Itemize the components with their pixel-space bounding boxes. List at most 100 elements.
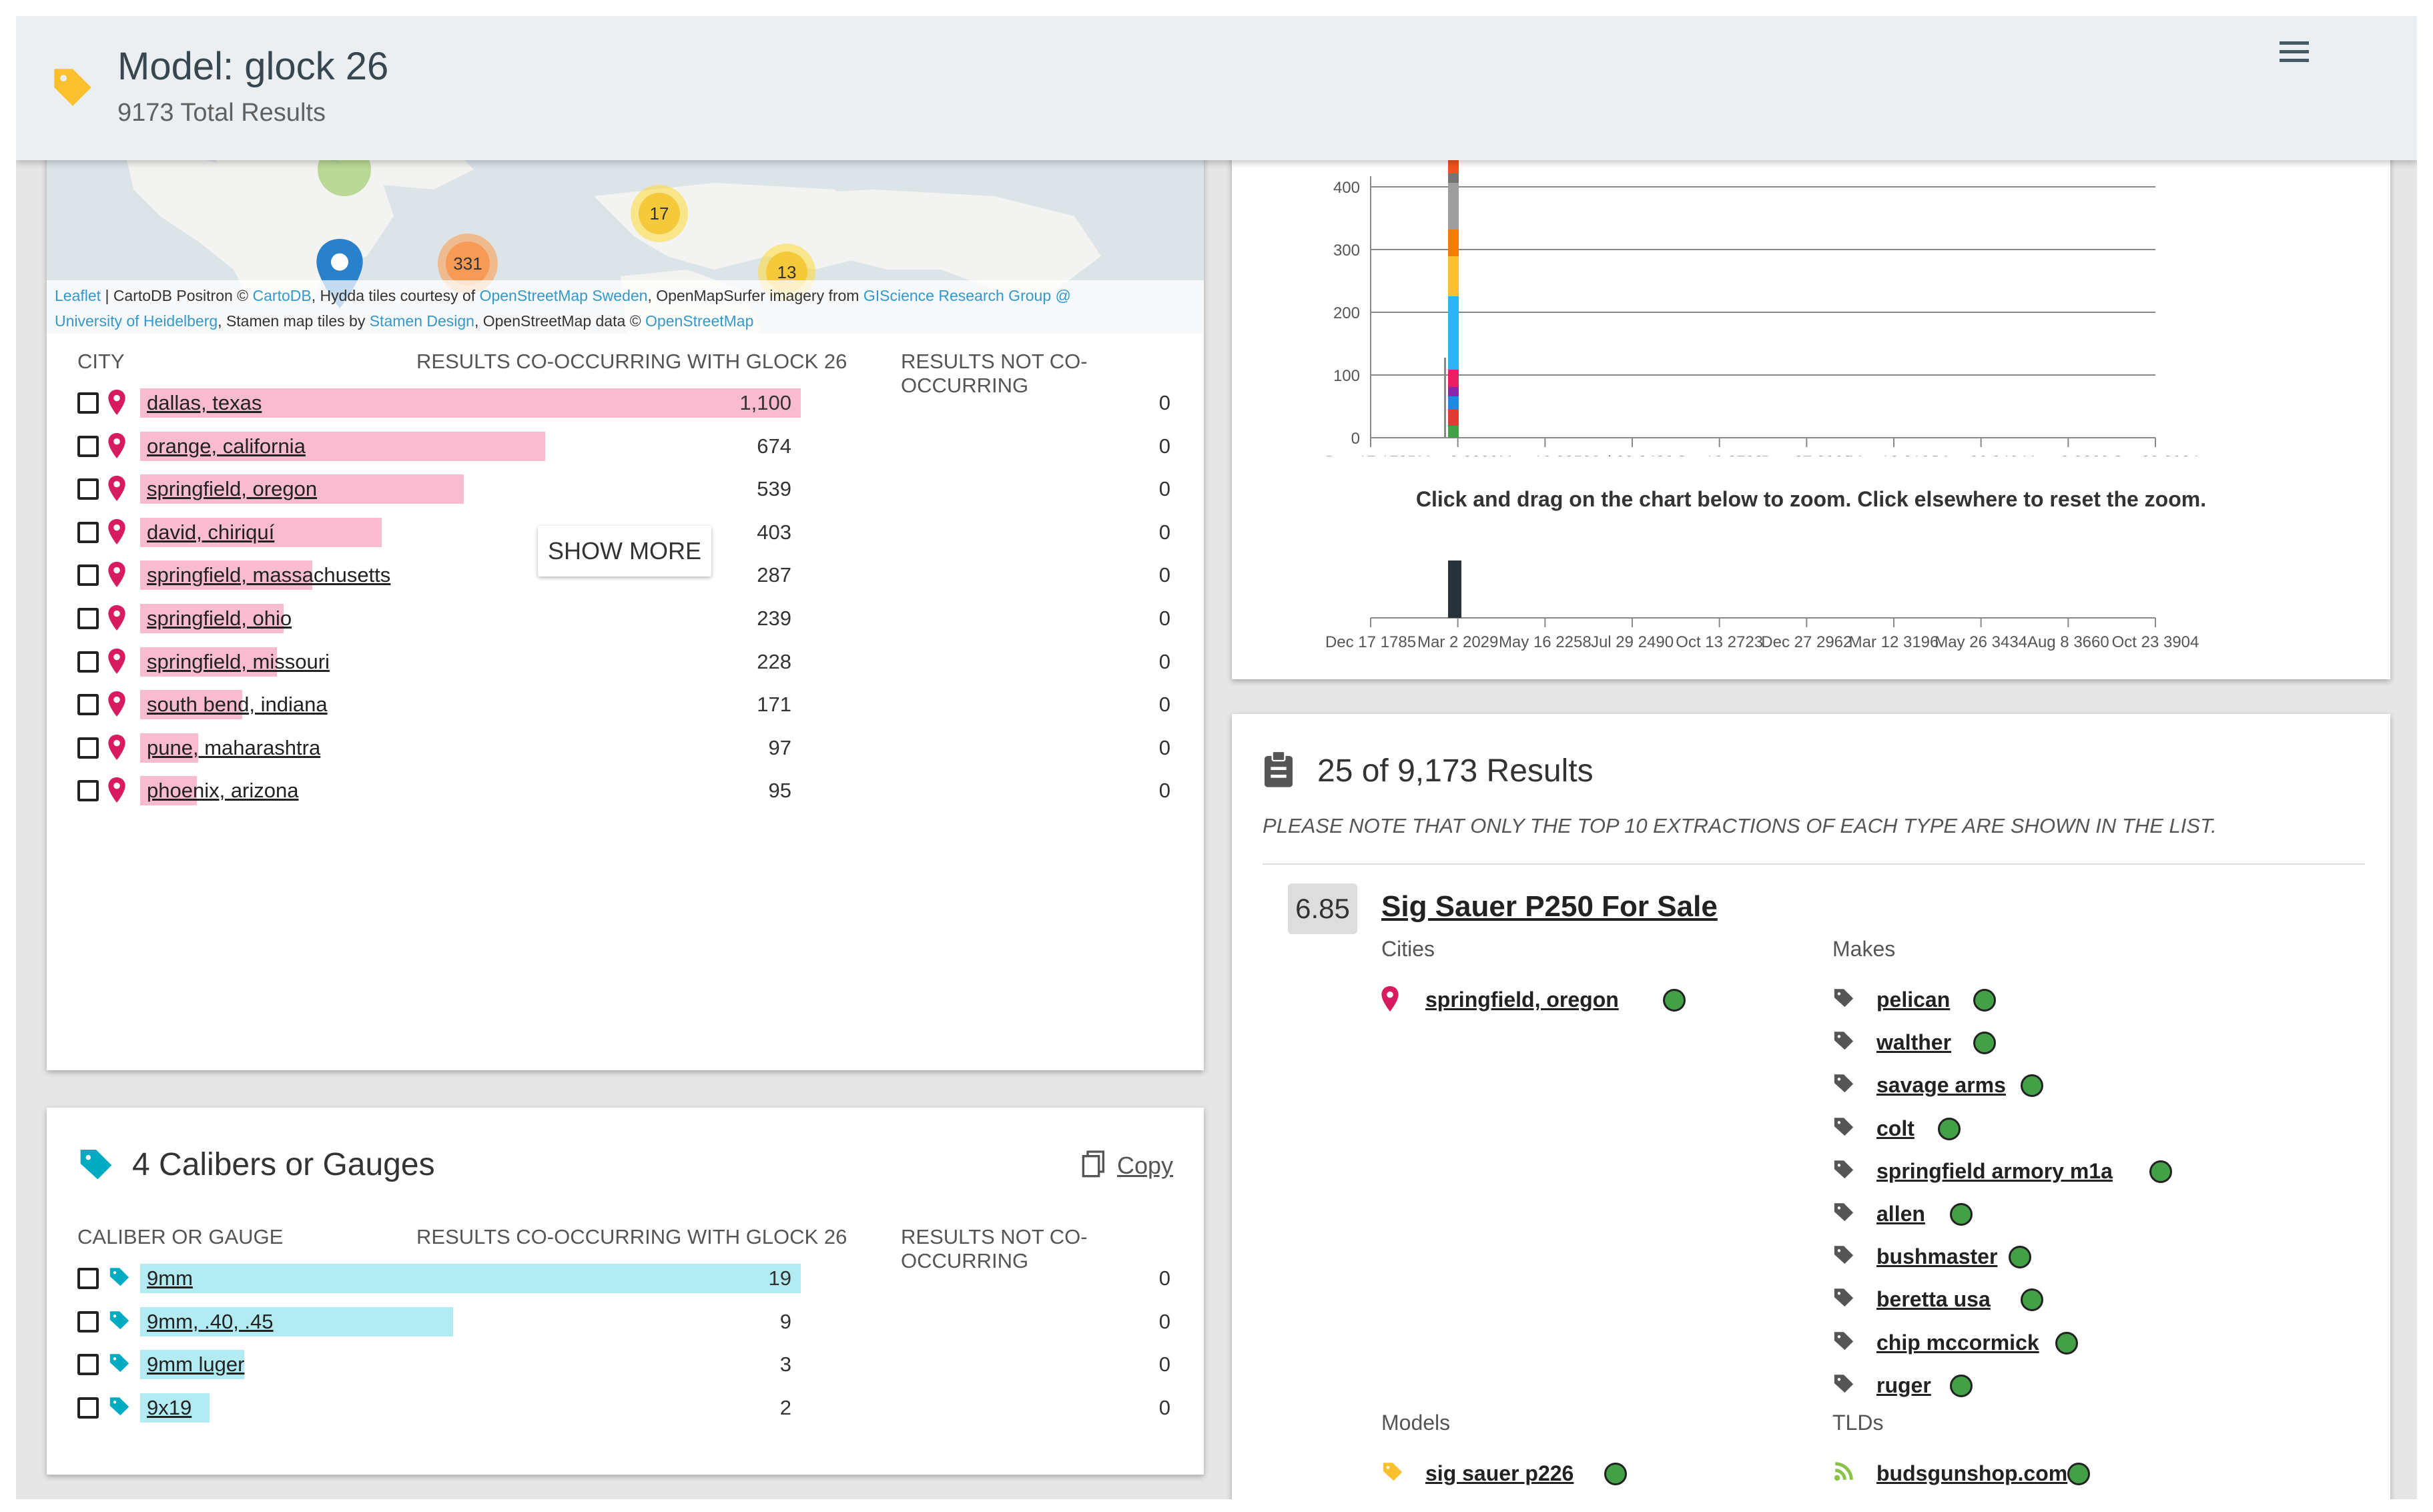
caliber-column-header: CALIBER OR GAUGE [77, 1225, 284, 1248]
attribution-link[interactable]: OpenStreetMap Sweden [479, 287, 648, 304]
value-bar [140, 604, 284, 633]
co-occurring-count: 95 [768, 779, 791, 803]
map-cluster-17[interactable]: 17 [631, 185, 688, 242]
row-link[interactable]: springfield, missouri [147, 649, 330, 673]
row-checkbox[interactable] [77, 1310, 99, 1333]
attribution-link[interactable]: Leaflet [55, 287, 101, 304]
show-more-button[interactable]: SHOW MORE [538, 526, 711, 577]
results-card: 25 of 9,173 Results PLEASE NOTE THAT ONL… [1232, 714, 2390, 1499]
entity-link[interactable]: savage arms [1876, 1073, 2006, 1098]
row-checkbox[interactable] [77, 521, 99, 543]
row-link[interactable]: orange, california [147, 434, 306, 458]
table-row: springfield, massachusetts 287 0 [47, 552, 1204, 595]
row-link[interactable]: south bend, indiana [147, 693, 328, 717]
clipboard-icon [1265, 751, 1293, 787]
row-checkbox[interactable] [77, 780, 99, 802]
co-occurring-column-header: RESULTS CO-OCCURRING WITH GLOCK 26 [416, 1225, 847, 1248]
not-co-occurring-count: 0 [1158, 434, 1170, 458]
attribution-link[interactable]: GIScience Research Group @ [863, 287, 1071, 304]
row-checkbox[interactable] [77, 1397, 99, 1419]
tag-icon [1832, 1029, 1856, 1056]
row-link[interactable]: david, chiriquí [147, 520, 275, 544]
attribution-link[interactable]: OpenStreetMap [645, 312, 754, 330]
co-occurring-count: 3 [779, 1353, 791, 1377]
co-occurring-count: 19 [768, 1266, 791, 1290]
tag-icon [1832, 1158, 1856, 1184]
y-tick-label: 200 [1333, 304, 1360, 322]
entity-link[interactable]: pelican [1876, 988, 1951, 1012]
row-link[interactable]: 9x19 [147, 1395, 192, 1419]
entity-link[interactable]: bushmaster [1876, 1244, 1998, 1269]
divider [1263, 863, 2365, 865]
row-checkbox[interactable] [77, 737, 99, 759]
row-link[interactable]: 9mm [147, 1266, 193, 1290]
entity-link[interactable]: colt [1876, 1116, 1915, 1140]
value-bar [140, 388, 801, 418]
entity-link[interactable]: budsgunshop.com [1876, 1461, 2068, 1485]
co-occurring-count: 97 [768, 735, 791, 759]
result-title-link[interactable]: Sig Sauer P250 For Sale [1381, 890, 1718, 923]
not-co-occurring-count: 0 [1158, 649, 1170, 673]
row-link[interactable]: springfield, oregon [147, 477, 318, 501]
row-checkbox[interactable] [77, 608, 99, 629]
table-row: dallas, texas 1,100 0 [47, 380, 1204, 423]
x-tick-label: Mar 2 2029 [1417, 453, 1498, 456]
x-tick-label: May 16 2258 [1499, 453, 1592, 456]
row-link[interactable]: 9mm, .40, .45 [147, 1309, 274, 1333]
entity-item: springfield armory m1a [1832, 1151, 2300, 1191]
value-bar [140, 1393, 210, 1423]
row-link[interactable]: pune, maharashtra [147, 735, 321, 759]
tag-icon [54, 69, 91, 106]
rss-icon [1832, 1460, 1856, 1487]
row-link[interactable]: phoenix, arizona [147, 779, 299, 803]
y-tick-label: 400 [1333, 179, 1360, 197]
row-link[interactable]: springfield, massachusetts [147, 563, 391, 587]
y-tick-label: 300 [1333, 242, 1360, 260]
not-co-occurring-count: 0 [1158, 1309, 1170, 1333]
copy-label: Copy [1117, 1152, 1174, 1179]
value-bar [140, 647, 277, 677]
row-checkbox[interactable] [77, 435, 99, 457]
hamburger-menu-icon[interactable] [2274, 36, 2314, 76]
row-link[interactable]: springfield, ohio [147, 607, 292, 630]
value-bar [140, 1350, 244, 1380]
entity-link[interactable]: allen [1876, 1202, 1925, 1226]
value-bar [140, 431, 545, 461]
table-row: orange, california 674 0 [47, 424, 1204, 466]
row-checkbox[interactable] [77, 694, 99, 716]
entity-link[interactable]: ruger [1876, 1373, 1931, 1397]
entity-link[interactable]: sig sauer p226 [1425, 1461, 1574, 1485]
row-link[interactable]: 9mm luger [147, 1353, 245, 1377]
co-occurring-count: 674 [757, 434, 791, 458]
row-link[interactable]: dallas, texas [147, 391, 262, 414]
row-checkbox[interactable] [77, 1268, 99, 1289]
status-indicator [1663, 989, 1686, 1012]
row-checkbox[interactable] [77, 392, 99, 414]
entity-link[interactable]: beretta usa [1876, 1287, 1991, 1312]
row-checkbox[interactable] [77, 1354, 99, 1376]
attribution-link[interactable]: Stamen Design [369, 312, 474, 330]
page-title: Model: glock 26 [117, 45, 389, 88]
map-attribution: Leaflet | CartoDB Positron © CartoDB, Hy… [47, 280, 1204, 334]
row-checkbox[interactable] [77, 564, 99, 587]
not-co-occurring-count: 0 [1158, 779, 1170, 803]
entity-link[interactable]: walther [1876, 1030, 1952, 1055]
row-checkbox[interactable] [77, 478, 99, 500]
zoom-chart[interactable]: Dec 17 1785 Mar 2 2029 May 16 2258 Jul 29 2… [1232, 536, 2390, 657]
co-occurring-count: 239 [757, 607, 791, 630]
entity-link[interactable]: springfield armory m1a [1876, 1158, 2113, 1183]
tag-icon [1832, 1243, 1856, 1270]
status-indicator [2009, 1246, 2031, 1269]
status-indicator [1938, 1117, 1961, 1140]
entity-link[interactable]: chip mccormick [1876, 1330, 2039, 1355]
not-co-occurring-count: 0 [1158, 693, 1170, 717]
row-checkbox[interactable] [77, 651, 99, 673]
attribution-link[interactable]: CartoDB [252, 287, 312, 304]
entity-item: pelican [1832, 980, 2300, 1020]
attribution-link[interactable]: University of Heidelberg [55, 312, 218, 330]
copy-button[interactable]: Copy [1081, 1148, 1174, 1181]
cities-section-label: Cities [1381, 937, 1435, 961]
zoom-hint: Click and drag on the chart below to zoo… [1415, 487, 2207, 511]
entity-link[interactable]: springfield, oregon [1425, 988, 1619, 1012]
